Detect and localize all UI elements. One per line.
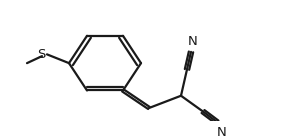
Text: N: N	[188, 35, 198, 48]
Text: S: S	[37, 48, 45, 61]
Text: N: N	[217, 126, 227, 138]
